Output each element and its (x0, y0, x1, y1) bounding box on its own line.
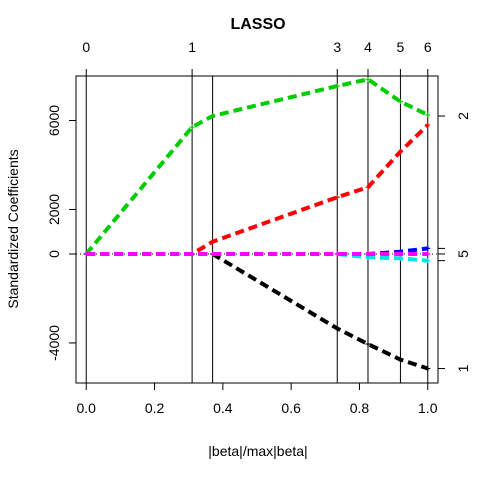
plot-frame (75, 75, 439, 384)
top-tick-label: 1 (188, 39, 196, 55)
right-tick-label: 1 (455, 364, 471, 372)
series-1-point (425, 122, 431, 128)
series-5-point (365, 251, 371, 257)
series-2-point (425, 366, 431, 372)
series-5-point (425, 251, 431, 257)
x-tick-label: 1.0 (418, 400, 438, 416)
series-5-point (397, 251, 403, 257)
plot-area: 0.0 0.2 0.4 0.6 0.8 1.0 -4000 0 2000 6000 0 1 3 4 5 6 2 5… (46, 39, 471, 416)
x-axis-label: |beta|/max|beta| (208, 443, 307, 459)
y-tick-label: 0 (46, 250, 62, 258)
top-tick-label: 4 (364, 39, 372, 55)
y-tick-label: -4000 (46, 325, 62, 361)
top-tick-label: 3 (333, 39, 341, 55)
series-line-1 (86, 123, 430, 256)
series-2-point (397, 357, 403, 363)
series-3-point (425, 245, 431, 251)
x-tick-label: 0.8 (350, 400, 370, 416)
series-2-point (365, 341, 371, 347)
series-1-point (210, 239, 216, 245)
x-tick-label: 0.4 (213, 400, 233, 416)
series-0-point (397, 99, 403, 105)
top-tick-label: 0 (82, 39, 90, 55)
series-5-point (210, 251, 216, 257)
series-5-point (189, 251, 195, 257)
series-5-point (334, 251, 340, 257)
series-line-2 (86, 252, 429, 371)
series-5-point (83, 251, 89, 257)
series-4-point (397, 255, 403, 261)
series-0-point (365, 76, 371, 82)
right-tick-label: 2 (455, 112, 471, 120)
right-tick-label: 5 (455, 250, 471, 258)
top-tick-label: 6 (424, 39, 432, 55)
series-0-point (334, 83, 340, 89)
series-0-point (425, 112, 431, 118)
series-0-point (189, 124, 195, 130)
series-4-point (425, 258, 431, 264)
x-tick-label: 0.6 (281, 400, 301, 416)
series-1-point (397, 149, 403, 155)
y-axis-label: Standardized Coefficients (5, 149, 21, 308)
series-2-point (334, 325, 340, 331)
y-tick-label: 2000 (46, 194, 62, 225)
chart-title: LASSO (230, 16, 285, 33)
x-tick-label: 0.0 (77, 400, 97, 416)
top-tick-label: 5 (397, 39, 405, 55)
series-0-point (210, 113, 216, 119)
series-1-point (365, 184, 371, 190)
x-tick-label: 0.2 (145, 400, 165, 416)
series-1-point (334, 194, 340, 200)
y-tick-label: 6000 (46, 105, 62, 136)
